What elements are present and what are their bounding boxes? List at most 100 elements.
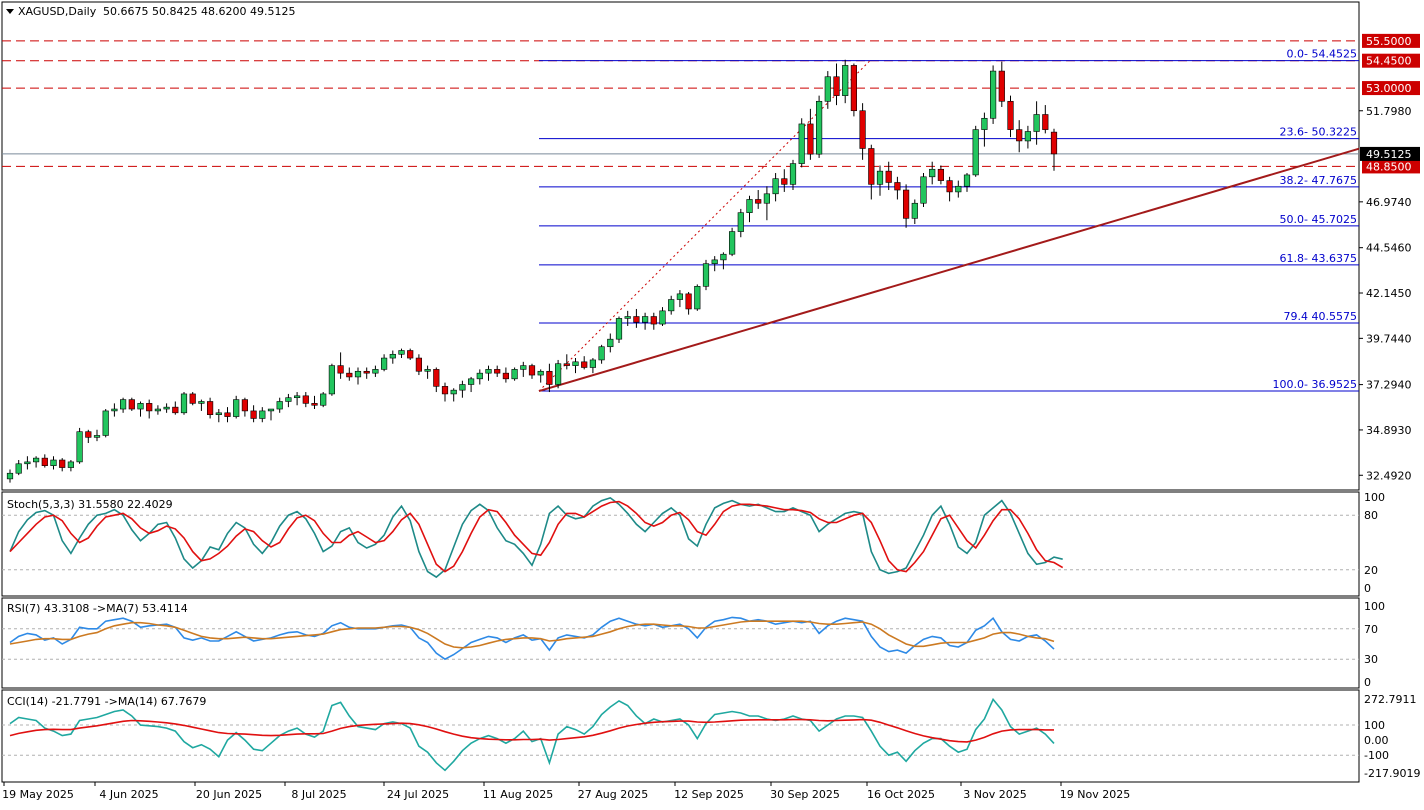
indicator-tick-label: 80 xyxy=(1364,509,1378,522)
bull-candle xyxy=(389,353,396,359)
bull-candle xyxy=(746,199,753,213)
bear-candle xyxy=(41,457,48,466)
bear-candle xyxy=(59,459,66,468)
price-tick-label: 32.4920 xyxy=(1366,469,1412,482)
date-tick-label: 4 Jun 2025 xyxy=(99,788,158,801)
bull-candle xyxy=(554,363,562,385)
bull-candle xyxy=(815,100,823,155)
bear-candle xyxy=(346,372,353,378)
indicator-tick-label: 100 xyxy=(1364,600,1385,613)
bear-candle xyxy=(859,110,866,149)
bear-candle xyxy=(302,395,309,404)
cci-ma-line xyxy=(9,718,1054,743)
bull-candle xyxy=(398,350,405,355)
level-tag-label: 48.8500 xyxy=(1366,160,1412,173)
bull-candle xyxy=(963,174,971,187)
bull-candle xyxy=(293,395,301,399)
fib-level-label: 50.0- 45.7025 xyxy=(1280,213,1357,226)
bull-candle xyxy=(711,259,718,264)
bull-candle xyxy=(380,357,388,370)
price-tick-label: 44.5460 xyxy=(1366,242,1412,255)
fib-level-label: 38.2- 47.7675 xyxy=(1280,174,1357,187)
bull-candle xyxy=(798,123,805,164)
bull-candle xyxy=(989,70,997,119)
bull-candle xyxy=(624,316,631,319)
date-tick-label: 11 Aug 2025 xyxy=(483,788,553,801)
bull-candle xyxy=(694,286,701,310)
rsi-panel xyxy=(1,597,1360,689)
bear-candle xyxy=(781,178,788,185)
bull-candle xyxy=(929,168,936,178)
fib-level-label: 100.0- 36.9525 xyxy=(1273,378,1357,391)
bull-candle xyxy=(920,176,927,204)
triangle-down-icon[interactable] xyxy=(6,9,14,14)
date-tick-label: 19 Nov 2025 xyxy=(1060,788,1130,801)
indicator-tick-label: 30 xyxy=(1364,653,1378,666)
bull-candle xyxy=(728,231,736,255)
bull-candle xyxy=(354,370,362,378)
price-tick-label: 42.1450 xyxy=(1366,287,1412,300)
bear-candle xyxy=(337,365,344,374)
bear-candle xyxy=(441,386,449,395)
indicator-tick-label: 0 xyxy=(1364,676,1371,689)
bull-candle xyxy=(267,408,275,412)
main-panel xyxy=(1,1,1360,491)
bear-candle xyxy=(581,361,588,368)
bull-candle xyxy=(424,369,431,372)
bull-candle xyxy=(876,170,884,185)
bull-candle xyxy=(476,372,483,380)
ohlc-label: 50.6675 50.8425 48.6200 49.5125 xyxy=(103,5,295,18)
bull-candle xyxy=(450,389,457,395)
bull-candle xyxy=(459,384,466,391)
bull-candle xyxy=(111,408,118,412)
bull-candle xyxy=(598,346,605,361)
price-tick-label: 46.9740 xyxy=(1366,196,1412,209)
bull-candle xyxy=(720,253,727,261)
date-tick-label: 16 Oct 2025 xyxy=(867,788,935,801)
bull-candle xyxy=(589,359,596,368)
bear-candle xyxy=(685,293,692,310)
bull-candle xyxy=(120,399,127,410)
bear-candle xyxy=(128,399,135,410)
date-tick-label: 8 Jul 2025 xyxy=(291,788,346,801)
bear-candle xyxy=(311,403,318,406)
bull-candle xyxy=(615,318,623,340)
bull-candle xyxy=(1033,114,1040,132)
bear-candle xyxy=(937,168,944,181)
price-tick-label: 34.8930 xyxy=(1366,424,1412,437)
bear-candle xyxy=(885,170,892,183)
indicator-tick-label: -100 xyxy=(1364,749,1389,762)
indicator-tick-label: 100 xyxy=(1364,719,1385,732)
bear-candle xyxy=(1016,129,1023,142)
bear-candle xyxy=(902,189,910,219)
cci-label: CCI(14) -21.7791 ->MA(14) 67.7679 xyxy=(7,695,206,708)
fib-level-label: 79.4 40.5575 xyxy=(1284,310,1357,323)
bull-candle xyxy=(763,193,770,204)
level-tag xyxy=(1362,159,1420,174)
bull-candle xyxy=(842,65,849,96)
bull-candle xyxy=(320,393,327,406)
bear-candle xyxy=(415,357,423,372)
bull-candle xyxy=(824,76,831,102)
bull-candle xyxy=(93,435,101,438)
date-tick-label: 12 Sep 2025 xyxy=(674,788,744,801)
bull-candle xyxy=(276,401,283,410)
price-tick-label: 37.2940 xyxy=(1366,379,1412,392)
bear-candle xyxy=(250,410,257,419)
bull-candle xyxy=(789,163,797,185)
price-tick-label: 51.7980 xyxy=(1366,105,1412,118)
rsi-label: RSI(7) 43.3108 ->MA(7) 53.4114 xyxy=(7,602,188,615)
level-tag xyxy=(1362,33,1420,48)
bull-candle xyxy=(702,263,710,287)
bear-candle xyxy=(363,370,370,374)
bear-candle xyxy=(946,180,953,193)
bear-candle xyxy=(494,369,501,374)
date-tick-label: 24 Jul 2025 xyxy=(387,788,449,801)
bull-candle xyxy=(24,461,31,465)
date-tick-label: 3 Nov 2025 xyxy=(963,788,1026,801)
bear-candle xyxy=(146,403,153,412)
bull-candle xyxy=(259,410,266,419)
bull-candle xyxy=(520,365,527,370)
